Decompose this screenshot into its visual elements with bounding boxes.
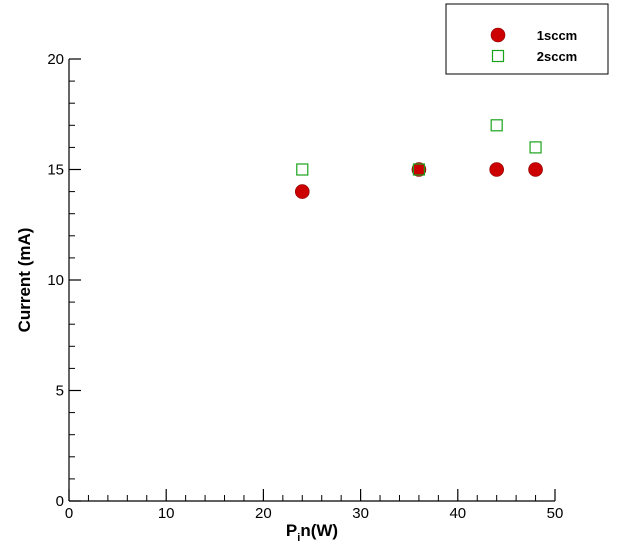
data-points — [294, 119, 543, 199]
point-1sccm — [411, 162, 427, 177]
point-2sccm — [296, 163, 309, 176]
point-2sccm — [412, 163, 426, 176]
y-tick-label: 0 — [56, 493, 64, 510]
axes — [68, 59, 555, 502]
y-tick-label: 5 — [56, 383, 64, 400]
x-tick-label: 10 — [158, 505, 175, 522]
x-tick-label: 0 — [65, 505, 73, 522]
y-axis-label: Current (mA) — [15, 228, 34, 333]
legend-marker-2sccm — [491, 49, 505, 63]
legend-label-1sccm: 1sccm — [537, 28, 577, 43]
x-tick-label: 30 — [352, 505, 369, 522]
x-tick-label: 20 — [255, 505, 272, 522]
point-2sccm — [529, 141, 542, 154]
x-axis-label: Pin(W) — [286, 521, 338, 544]
legend: 1sccm 2sccm — [445, 3, 609, 75]
point-1sccm — [294, 184, 310, 199]
x-tick-label: 50 — [547, 505, 564, 522]
y-tick-label: 20 — [47, 51, 64, 68]
y-tick-label: 15 — [47, 162, 64, 179]
point-1sccm — [489, 162, 504, 177]
point-1sccm — [528, 162, 543, 177]
x-tick-label: 40 — [449, 505, 466, 522]
legend-box — [445, 3, 609, 75]
ticks: 0 10 20 30 40 50 0 5 10 15 20 — [47, 51, 563, 522]
point-2sccm — [490, 119, 503, 132]
legend-marker-1sccm — [490, 27, 506, 43]
legend-label-2sccm: 2sccm — [537, 49, 577, 64]
y-tick-label: 10 — [47, 272, 64, 289]
